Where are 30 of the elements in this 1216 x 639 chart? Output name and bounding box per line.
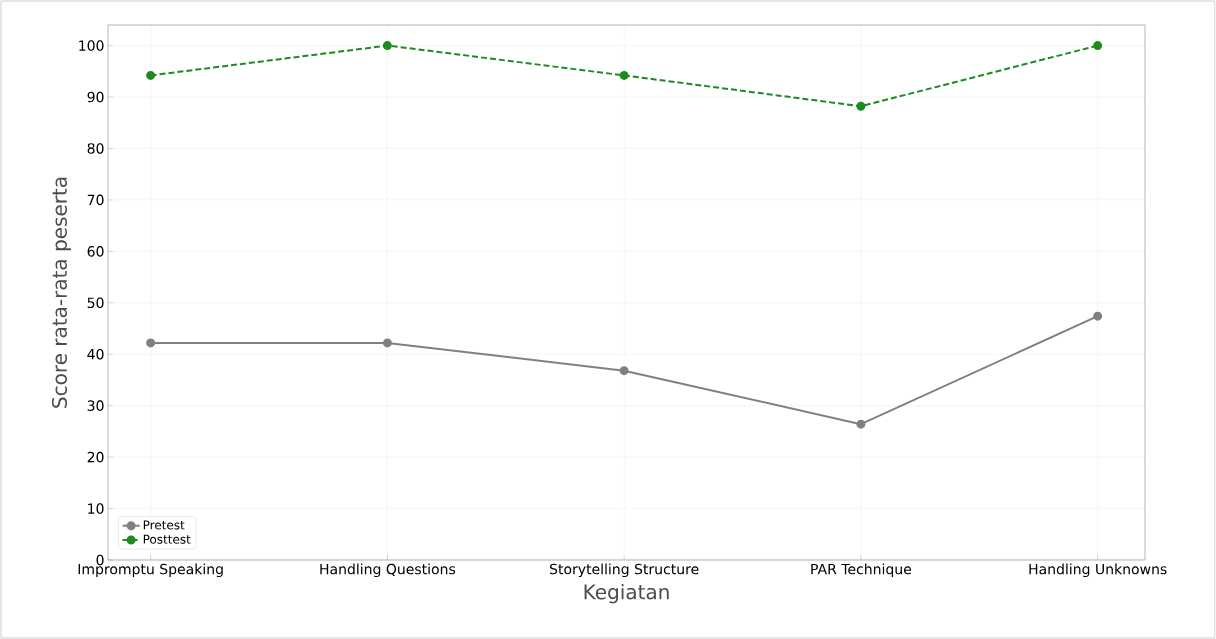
point (1093, 311, 1103, 321)
point (1093, 41, 1103, 51)
point (382, 338, 392, 348)
y-tick-label: 0 (96, 554, 104, 566)
y-tick-label: 100 (79, 40, 104, 51)
y-tick-label: 30 (87, 400, 104, 411)
legend-label: Pretest (143, 520, 185, 530)
x-tick-label: Handling Unknowns (1029, 563, 1167, 578)
x-tick-label: Handling Questions (320, 563, 456, 578)
point (856, 101, 866, 111)
y-tick-label: 20 (87, 451, 104, 463)
x-tick-label: Storytelling Structure (550, 563, 699, 578)
y-tick-label: 50 (87, 297, 104, 309)
y-tick-label: 90 (87, 91, 104, 103)
point (146, 70, 156, 80)
point (146, 338, 156, 348)
y-tick-label: 80 (87, 143, 104, 154)
y-axis-title: Score rata-rata peserta (51, 177, 71, 408)
point (856, 419, 866, 429)
y-tick-label: 60 (87, 246, 104, 257)
x-tick-label: Impromptu Speaking (78, 563, 223, 578)
x-axis-title: Kegiatan (584, 583, 669, 604)
y-tick-label: 10 (88, 503, 104, 514)
legend-label: Posttest (143, 534, 191, 544)
x-tick-label: PAR Technique (811, 563, 912, 578)
y-tick-label: 70 (87, 194, 104, 206)
point (619, 70, 629, 80)
y-tick-label: 40 (87, 348, 104, 360)
point (619, 366, 629, 376)
point (382, 41, 392, 51)
